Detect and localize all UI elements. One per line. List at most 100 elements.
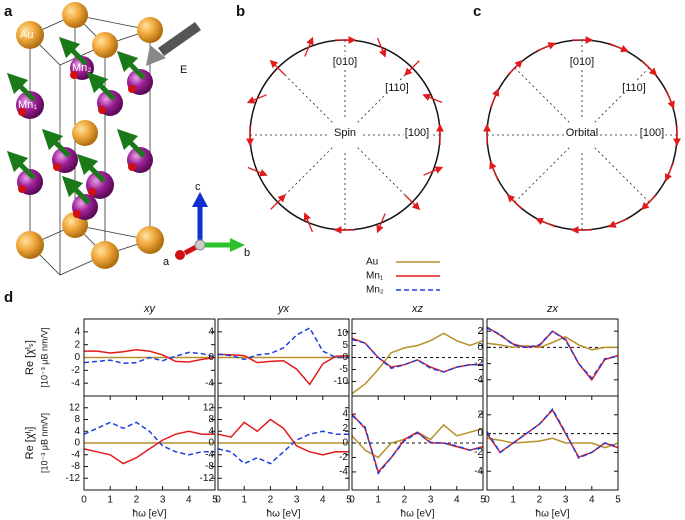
moment-arrow	[608, 42, 629, 53]
y-tick-label: 4	[74, 326, 80, 337]
y-tick-label: 2	[477, 409, 483, 420]
y-tick-label: 10	[337, 328, 349, 339]
series-line	[351, 332, 484, 395]
series-line	[217, 353, 350, 386]
atom-label: Mn₁	[18, 99, 37, 111]
series-line	[83, 430, 215, 465]
legend-label: Mn₁	[366, 271, 384, 282]
moment-arrow	[665, 89, 675, 110]
x-tick-label: 2	[537, 495, 543, 506]
direction-label: [010]	[570, 56, 594, 68]
x-tick-label: 4	[454, 495, 460, 506]
y-tick-label: -2	[71, 365, 80, 376]
y-tick-label: 0	[74, 438, 80, 449]
x-tick-label: 3	[294, 495, 300, 506]
radial-line	[357, 67, 413, 123]
moment-arrow	[664, 161, 675, 182]
moment-arrow	[535, 217, 556, 228]
moment-arrow	[489, 88, 500, 109]
y-tick-label: -2	[474, 358, 483, 369]
plot-title: zx	[546, 303, 559, 315]
moment-arrow	[506, 194, 523, 210]
y-tick-label: 12	[69, 402, 81, 413]
series-line	[217, 430, 349, 465]
series-line	[84, 349, 216, 363]
x-tick-label: 5	[480, 495, 486, 506]
series-line	[486, 437, 619, 449]
y-axis-label: [10⁻³ μB nm/V]	[39, 413, 49, 473]
y-tick-label: -8	[205, 461, 214, 472]
x-tick-label: 0	[81, 495, 87, 506]
y-tick-label: 4	[74, 426, 80, 437]
axis-label: a	[163, 256, 170, 268]
series-line	[486, 327, 619, 380]
moment-arrow	[423, 166, 444, 176]
axis-label: b	[244, 247, 250, 259]
legend-label: Mn₂	[366, 285, 384, 296]
panel-label: c	[473, 3, 481, 20]
series-line	[83, 421, 215, 456]
direction-label: [100]	[405, 127, 429, 139]
x-axis-label: ħω [eV]	[536, 509, 570, 520]
series-line	[486, 335, 618, 351]
y-tick-label: 12	[203, 402, 215, 413]
y-tick-label: -12	[200, 473, 215, 484]
plot-title: yx	[277, 303, 290, 315]
moment-arrow	[376, 37, 387, 58]
radial-line	[357, 147, 413, 203]
y-tick-label: -5	[339, 364, 348, 375]
x-tick-label: 0	[484, 495, 490, 506]
moment-arrow	[376, 213, 386, 234]
moment-arrow	[641, 194, 657, 211]
x-tick-label: 2	[268, 495, 274, 506]
y-tick-label: 0	[208, 352, 214, 363]
radial-line	[277, 67, 333, 123]
y-tick-label: -4	[474, 466, 483, 477]
plot-frame	[486, 395, 619, 491]
radial-line	[594, 67, 650, 123]
x-tick-label: 1	[241, 495, 247, 506]
x-axis-label: ħω [eV]	[133, 509, 167, 520]
series-line	[217, 326, 349, 361]
moment-arrow	[247, 166, 268, 177]
atom-label: Mn₂	[72, 62, 92, 74]
x-tick-label: 2	[402, 495, 408, 506]
y-tick-label: 0	[342, 438, 348, 449]
y-tick-label: -4	[339, 467, 348, 478]
x-tick-label: 5	[212, 495, 218, 506]
series-line	[83, 351, 216, 365]
y-tick-label: -4	[71, 378, 80, 389]
y-tick-label: 0	[477, 342, 483, 353]
y-tick-label: 5	[342, 340, 348, 351]
radial-line	[514, 67, 570, 123]
plot-title: xz	[411, 303, 424, 315]
y-tick-label: 0	[208, 438, 214, 449]
x-tick-label: 4	[320, 495, 326, 506]
x-tick-label: 3	[160, 495, 166, 506]
field-probe	[146, 22, 201, 66]
orbital-diagram	[483, 36, 681, 234]
atoms	[6, 2, 164, 269]
x-tick-label: 5	[346, 495, 352, 506]
axis-label: c	[195, 181, 201, 193]
y-tick-label: -4	[474, 374, 483, 385]
x-tick-label: 4	[186, 495, 192, 506]
x-axis-label: ħω [eV]	[401, 509, 435, 520]
y-axis-label: Re [χᴵₛ]	[24, 340, 36, 375]
y-tick-label: 0	[342, 352, 348, 363]
moment-arrow	[641, 60, 658, 76]
x-tick-label: 3	[428, 495, 434, 506]
radial-line	[514, 147, 570, 203]
center-label: Orbital	[566, 127, 598, 139]
y-tick-label: -10	[334, 376, 349, 387]
y-tick-label: -12	[66, 473, 81, 484]
y-axis-label: [10⁻³ μB nm/V]	[39, 328, 49, 388]
x-tick-label: 1	[375, 495, 381, 506]
y-axis-label: Re [χᴵₗ]	[24, 427, 36, 460]
center-label: Spin	[334, 127, 356, 139]
field-label: E	[180, 64, 187, 76]
moment-arrow	[422, 93, 443, 104]
atom-label: Au	[20, 29, 33, 41]
y-tick-label: -4	[205, 378, 214, 389]
y-tick-label: 0	[477, 428, 483, 439]
